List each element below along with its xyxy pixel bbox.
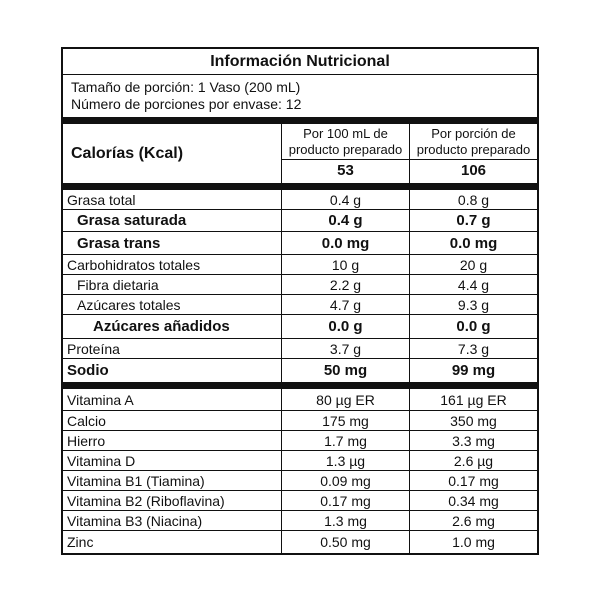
divider <box>63 382 537 389</box>
table-row: Proteína 3.7 g 7.3 g <box>63 339 537 359</box>
value-per-portion: 2.6 mg <box>452 512 495 529</box>
nutrient-name: Vitamina B1 (Tiamina) <box>63 471 282 490</box>
table-row: Sodio 50 mg 99 mg <box>63 359 537 382</box>
nutrient-name: Grasa trans <box>63 232 282 254</box>
value-per-100ml: 10 g <box>282 255 410 274</box>
value-per-100ml: 1.7 mg <box>282 431 410 450</box>
table-row: Vitamina B3 (Niacina) 1.3 mg 2.6 mg <box>63 511 537 531</box>
value-per-100ml: 0.09 mg <box>282 471 410 490</box>
value-per-100ml: 2.2 g <box>282 275 410 294</box>
nutrient-name: Azúcares añadidos <box>63 315 282 338</box>
nutrition-facts-label: Información Nutricional Tamaño de porció… <box>61 47 539 555</box>
nutrient-name: Carbohidratos totales <box>63 255 282 274</box>
value-per-100ml: 0.0 g <box>282 315 410 338</box>
value-per-100ml: 175 mg <box>282 411 410 430</box>
value-per-portion: 0.0 mg <box>449 234 498 252</box>
table-row: Vitamina B2 (Riboflavina) 0.17 mg 0.34 mg <box>63 491 537 511</box>
col-portion: Por porción de producto preparado 106 <box>410 124 537 183</box>
table-row: Azúcares totales 4.7 g 9.3 g <box>63 295 537 315</box>
value-per-portion: 20 g <box>459 256 488 273</box>
value-per-portion: 1.0 mg <box>452 534 495 550</box>
calories-header: Calorías (Kcal) Por 100 mL de producto p… <box>63 124 537 183</box>
value-per-portion: 161 µg ER <box>440 391 507 408</box>
col-100ml: Por 100 mL de producto preparado 53 <box>282 124 410 183</box>
kcal-portion: 106 <box>460 162 487 179</box>
value-per-portion: 350 mg <box>450 412 497 429</box>
table-row: Calcio 175 mg 350 mg <box>63 411 537 431</box>
serving-size: Tamaño de porción: 1 Vaso (200 mL) <box>71 79 301 95</box>
nutrient-name: Sodio <box>63 359 282 382</box>
value-per-100ml: 3.7 g <box>282 339 410 358</box>
value-per-100ml: 4.7 g <box>282 295 410 314</box>
value-per-100ml: 0.17 mg <box>282 491 410 510</box>
nutrient-name: Fibra dietaria <box>63 275 282 294</box>
kcal-100ml: 53 <box>337 162 354 179</box>
value-per-portion: 99 mg <box>451 362 496 379</box>
col-portion-header: Por porción de producto preparado <box>410 124 537 160</box>
value-per-portion: 0.34 mg <box>448 492 499 509</box>
value-per-portion: 9.3 g <box>457 296 490 313</box>
value-per-100ml: 0.4 g <box>282 190 410 209</box>
table-row: Grasa total 0.4 g 0.8 g <box>63 190 537 210</box>
serving-info: Tamaño de porción: 1 Vaso (200 mL) Númer… <box>63 75 537 117</box>
value-per-100ml: 1.3 mg <box>282 511 410 530</box>
value-per-100ml: 0.0 mg <box>282 232 410 254</box>
value-per-portion: 0.7 g <box>456 212 491 229</box>
nutrient-name: Proteína <box>63 339 282 358</box>
value-per-portion: 0.8 g <box>457 191 490 208</box>
servings-per-container: Número de porciones por envase: 12 <box>71 96 302 112</box>
calories-label: Calorías (Kcal) <box>63 124 282 183</box>
table-row: Hierro 1.7 mg 3.3 mg <box>63 431 537 451</box>
value-per-100ml: 0.50 mg <box>282 531 410 553</box>
nutrient-name: Hierro <box>63 431 282 450</box>
table-row: Vitamina D 1.3 µg 2.6 µg <box>63 451 537 471</box>
nutrient-name: Azúcares totales <box>63 295 282 314</box>
nutrient-name: Vitamina B3 (Niacina) <box>63 511 282 530</box>
value-per-portion: 3.3 mg <box>452 432 495 449</box>
table-row: Zinc 0.50 mg 1.0 mg <box>63 531 537 553</box>
divider <box>63 183 537 190</box>
value-per-100ml: 1.3 µg <box>282 451 410 470</box>
nutrient-name: Vitamina D <box>63 451 282 470</box>
value-per-portion: 0.17 mg <box>448 472 499 489</box>
table-row: Vitamina B1 (Tiamina) 0.09 mg 0.17 mg <box>63 471 537 491</box>
micronutrients: Vitamina A 80 µg ER 161 µg ER Calcio 175 mg 3… <box>63 389 537 553</box>
nutrient-name: Vitamina A <box>63 389 282 410</box>
macronutrients: Grasa total 0.4 g 0.8 g Grasa saturada 0.4 g… <box>63 190 537 382</box>
value-per-portion: 4.4 g <box>457 276 490 293</box>
nutrient-name: Grasa total <box>63 190 282 209</box>
nutrient-name: Grasa saturada <box>63 210 282 231</box>
label-title: Información Nutricional <box>63 49 537 75</box>
nutrient-name: Zinc <box>63 531 282 553</box>
value-per-100ml: 50 mg <box>282 359 410 382</box>
table-row: Grasa trans 0.0 mg 0.0 mg <box>63 232 537 255</box>
value-per-portion: 0.0 g <box>456 318 491 335</box>
value-per-100ml: 0.4 g <box>282 210 410 231</box>
col-100ml-header: Por 100 mL de producto preparado <box>282 124 409 160</box>
divider <box>63 117 537 124</box>
table-row: Azúcares añadidos 0.0 g 0.0 g <box>63 315 537 339</box>
table-row: Vitamina A 80 µg ER 161 µg ER <box>63 389 537 411</box>
table-row: Fibra dietaria 2.2 g 4.4 g <box>63 275 537 295</box>
nutrient-name: Calcio <box>63 411 282 430</box>
value-per-100ml: 80 µg ER <box>282 389 410 410</box>
nutrient-name: Vitamina B2 (Riboflavina) <box>63 491 282 510</box>
value-per-portion: 7.3 g <box>457 340 490 357</box>
value-per-portion: 2.6 µg <box>453 452 494 469</box>
table-row: Grasa saturada 0.4 g 0.7 g <box>63 210 537 232</box>
table-row: Carbohidratos totales 10 g 20 g <box>63 255 537 275</box>
